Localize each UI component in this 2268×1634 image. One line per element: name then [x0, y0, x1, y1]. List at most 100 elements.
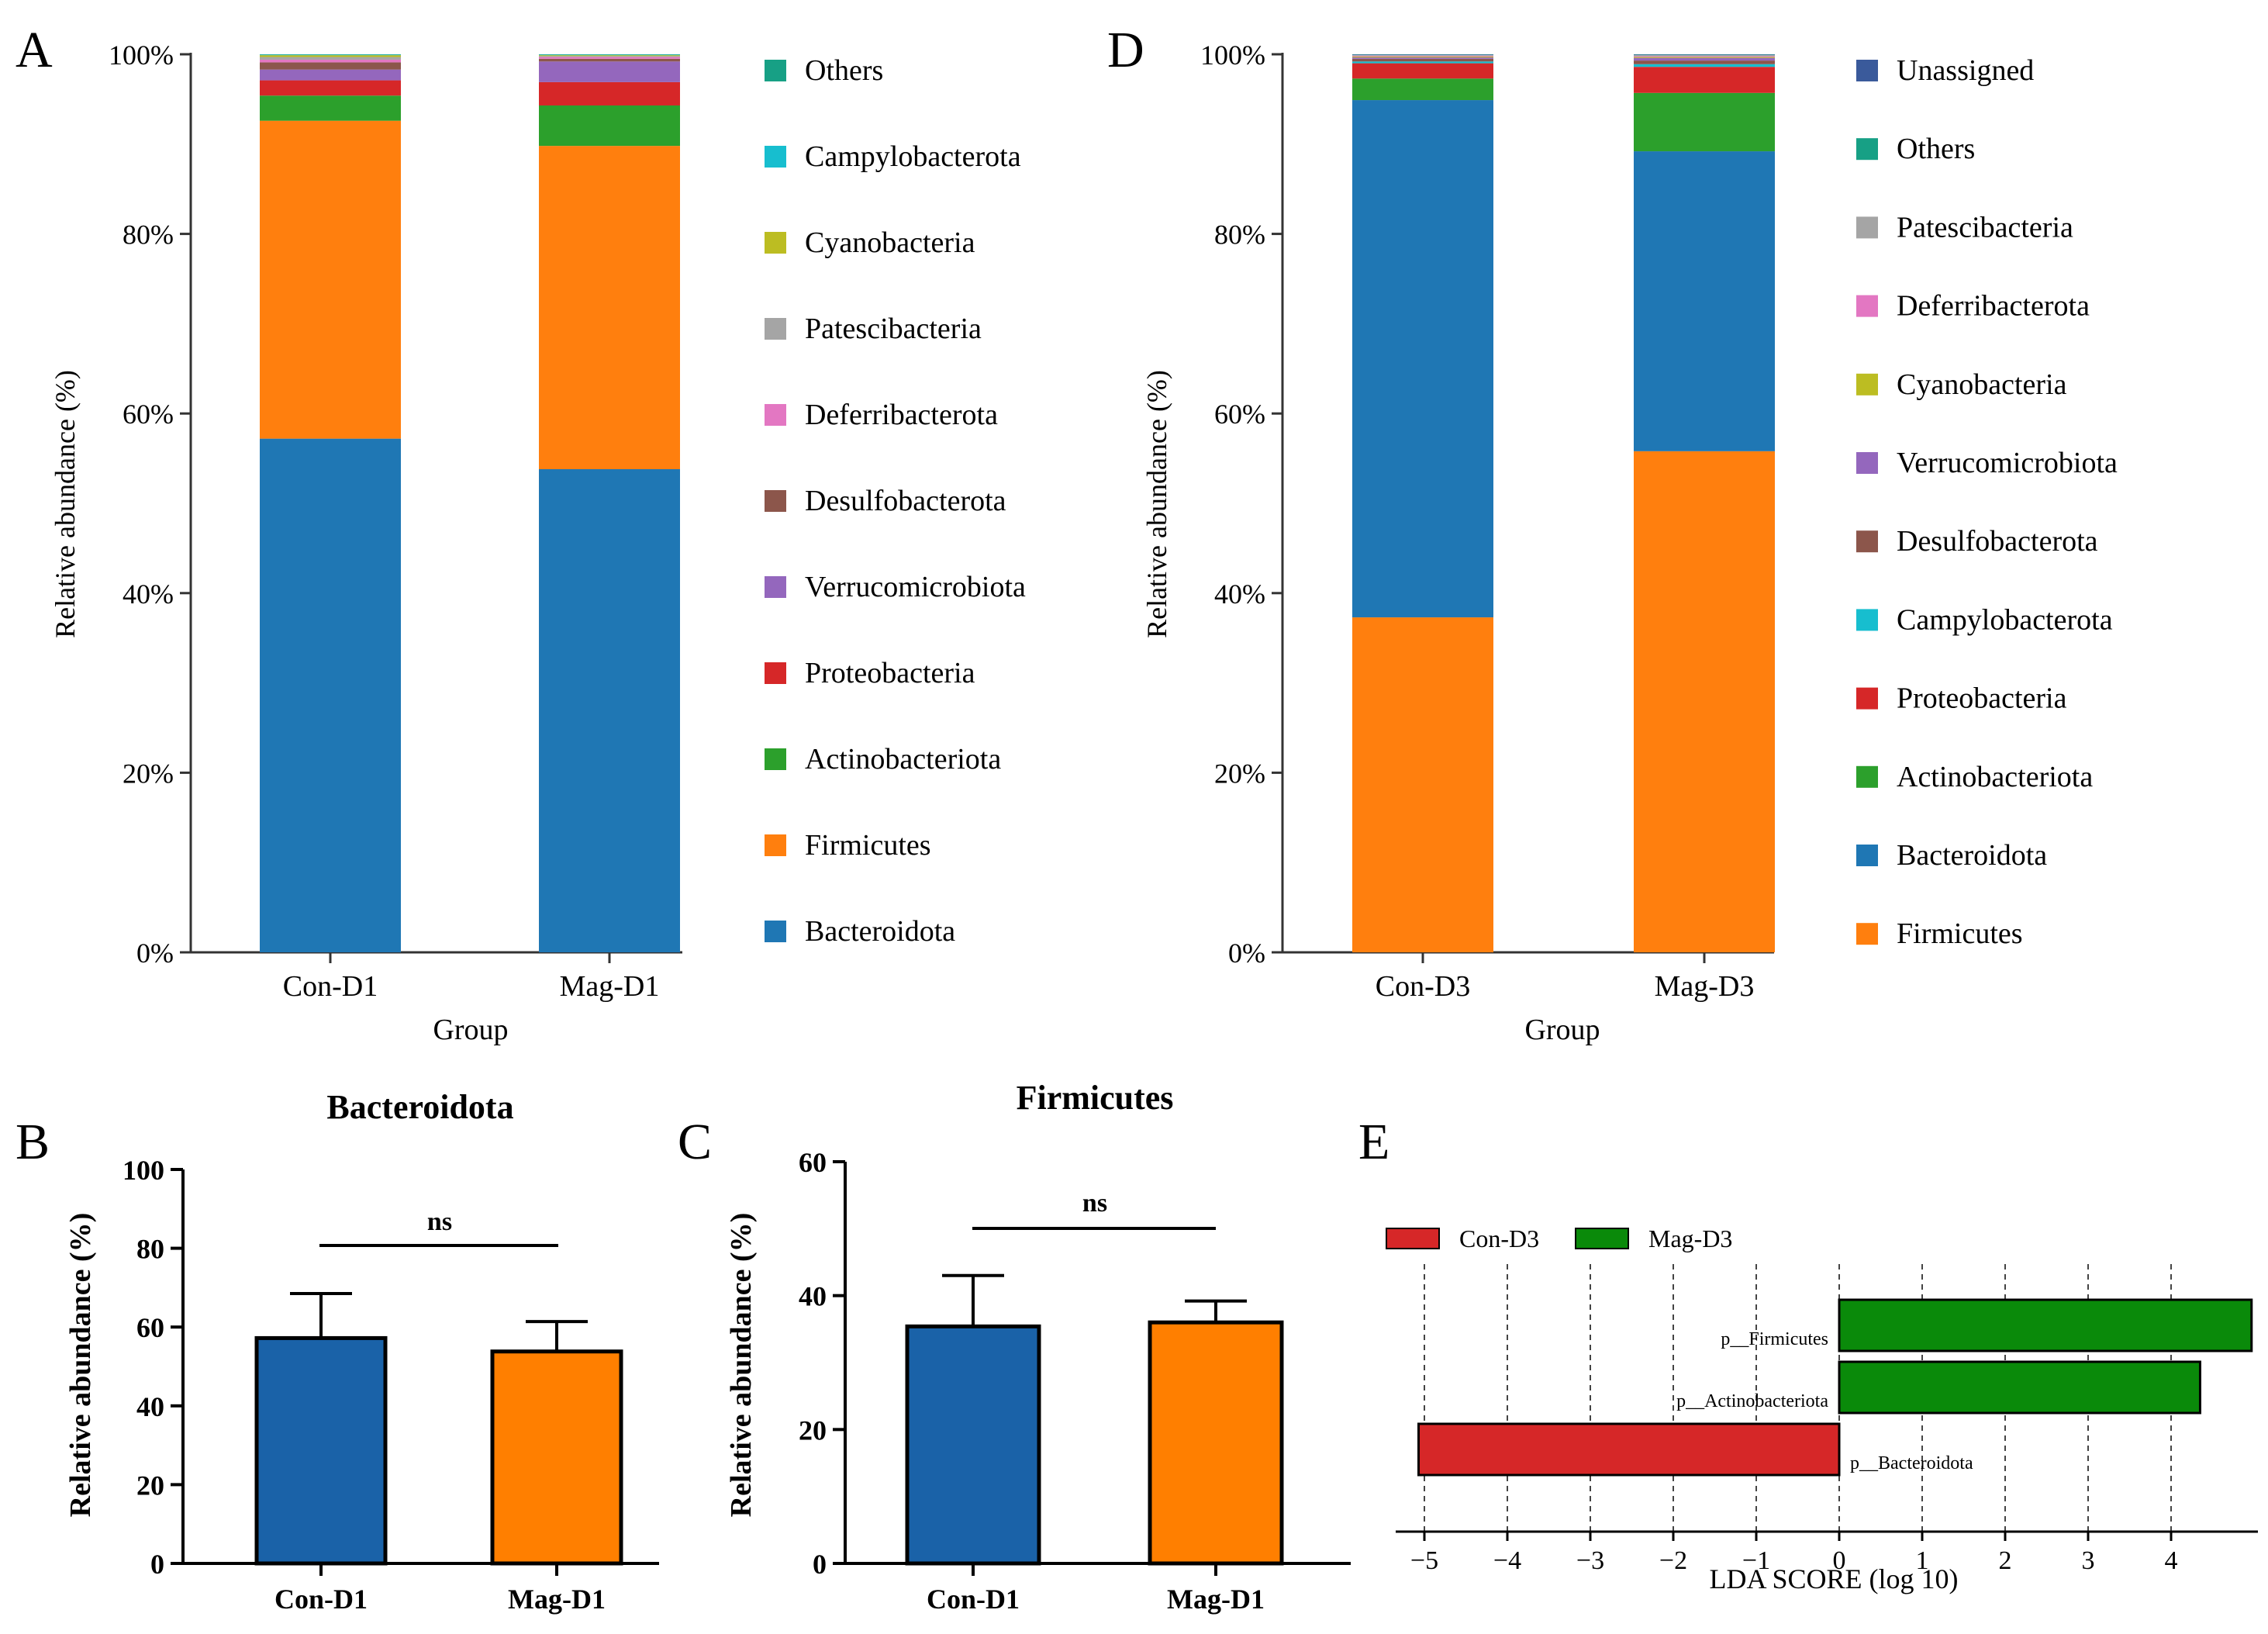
panel-e-bar-label-p-firmicutes: p__Firmicutes: [1721, 1329, 1828, 1349]
panel-d-legend-label-bacteroidota: Bacteroidota: [1897, 839, 2047, 872]
panel-d-bar-con-d3-unassigned: [1352, 54, 1493, 55]
panel-c-y-tick-label: 60: [799, 1147, 827, 1178]
panel-a-x-tick-label: Con-D1: [283, 970, 378, 1003]
panel-d-bar-con-d3-firmicutes: [1352, 617, 1493, 952]
panel-b-y-axis-label: Relative abundance (%): [64, 1213, 97, 1518]
panel-d-bar-con-d3-others: [1352, 54, 1493, 56]
panel-d-x-tick-label: Con-D3: [1376, 970, 1470, 1003]
panel-letter-a: A: [16, 22, 53, 78]
panel-a-legend-swatch-patescibacteria: [765, 318, 786, 340]
panel-c-bar-chart: Firmicutes Relative abundance (%) ns 0 20…: [725, 1079, 1351, 1615]
panel-a-bar-mag-d1-verrucomicrobiota: [539, 61, 680, 82]
panel-d-legend-swatch-desulfobacterota: [1856, 530, 1878, 553]
panel-d-bar-con-d3-actinobacteriota: [1352, 78, 1493, 101]
panel-a-y-tick-label: 100%: [109, 40, 174, 71]
panel-a-bar-con-d1-campylobacterota: [260, 54, 401, 56]
panel-a-legend-label-proteobacteria: Proteobacteria: [805, 657, 975, 689]
panel-d-bar-mag-d3-campylobacterota: [1634, 64, 1775, 67]
panel-a-bar-con-d1-deferribacterota: [260, 59, 401, 63]
panel-d-bar-con-d3-patescibacteria: [1352, 55, 1493, 56]
panel-a-legend-label-firmicutes: Firmicutes: [805, 829, 931, 862]
panel-a-bar-con-d1-verrucomicrobiota: [260, 69, 401, 81]
panel-e-x-axis-label: LDA SCORE (log 10): [1709, 1563, 1958, 1594]
panel-e-x-tick-label: 4: [2165, 1546, 2178, 1575]
panel-a-bar-con-d1-others: [260, 54, 401, 55]
panel-a-legend-swatch-campylobacterota: [765, 146, 786, 168]
panel-a-legend-swatch-verrucomicrobiota: [765, 576, 786, 598]
panel-d-bar-mag-d3-actinobacteriota: [1634, 92, 1775, 152]
panel-a-legend-label-actinobacteriota: Actinobacteriota: [805, 743, 1001, 776]
panel-d-legend-label-deferribacterota: Deferribacterota: [1897, 290, 2090, 323]
panel-a-bar-con-d1-cyanobacteria: [260, 55, 401, 57]
panel-a-legend-label-verrucomicrobiota: Verrucomicrobiota: [805, 571, 1026, 603]
panel-letter-b: B: [16, 1114, 50, 1170]
panel-d-bar-mag-d3-others: [1634, 54, 1775, 56]
panel-d-bar-mag-d3-proteobacteria: [1634, 67, 1775, 93]
panel-c-y-tick-label: 40: [799, 1281, 827, 1312]
panel-d-bar-con-d3-campylobacterota: [1352, 61, 1493, 64]
panel-a-y-tick-label: 20%: [123, 758, 174, 789]
panel-b-y-tick-label: 100: [123, 1155, 164, 1186]
panel-d-legend-label-actinobacteriota: Actinobacteriota: [1897, 761, 2093, 793]
panel-d-bar-mag-d3-patescibacteria: [1634, 55, 1775, 57]
panel-d-bar-mag-d3-bacteroidota: [1634, 151, 1775, 451]
panel-a-legend-swatch-firmicutes: [765, 834, 786, 856]
panel-b-y-tick-label: 80: [136, 1234, 164, 1265]
panel-c-x-tick-label: Mag-D1: [1167, 1584, 1265, 1615]
panel-a-legend-swatch-bacteroidota: [765, 921, 786, 942]
panel-letter-e: E: [1358, 1114, 1389, 1170]
panel-d-legend-swatch-others: [1856, 138, 1878, 161]
panel-a-bar-mag-d1-desulfobacterota: [539, 58, 680, 62]
panel-a-legend-label-deferribacterota: Deferribacterota: [805, 399, 998, 431]
panel-a-bar-mag-d1-proteobacteria: [539, 81, 680, 106]
panel-e-x-tick-label: −5: [1410, 1546, 1438, 1575]
panel-a-bar-con-d1-bacteroidota: [260, 438, 401, 952]
panel-d-y-tick-label: 100%: [1200, 40, 1265, 71]
panel-a-bar-mag-d1-others: [539, 54, 680, 55]
panel-a-legend-swatch-cyanobacteria: [765, 232, 786, 254]
panel-a-y-tick-label: 0%: [136, 938, 174, 969]
panel-a-bar-mag-d1-patescibacteria: [539, 56, 680, 57]
panel-a-x-axis-label: Group: [433, 1014, 508, 1046]
panel-a-legend-swatch-deferribacterota: [765, 404, 786, 426]
panel-e-lda-chart: LDA SCORE (log 10) Con-D3 Mag-D3 p__Firmic…: [1386, 1225, 2258, 1594]
panel-a-legend-label-patescibacteria: Patescibacteria: [805, 313, 982, 345]
panel-d-y-tick-label: 80%: [1214, 219, 1265, 250]
panel-d-legend-label-cyanobacteria: Cyanobacteria: [1897, 368, 2067, 401]
panel-d-legend-label-desulfobacterota: Desulfobacterota: [1897, 525, 2098, 558]
panel-d-legend-label-others: Others: [1897, 133, 1975, 165]
panel-a-bar-mag-d1-deferribacterota: [539, 57, 680, 59]
panel-a-stacked-bar-chart: Relative abundance (%) Group 0% 20% 40% 60%…: [50, 40, 1026, 1046]
panel-b-y-tick-label: 40: [136, 1391, 164, 1422]
panel-b-y-tick-label: 0: [150, 1549, 164, 1580]
panel-e-x-tick-label: −1: [1742, 1546, 1770, 1575]
panel-a-legend-label-bacteroidota: Bacteroidota: [805, 915, 955, 948]
panel-a-bar-con-d1-actinobacteriota: [260, 95, 401, 121]
panel-a-bar-con-d1-firmicutes: [260, 120, 401, 439]
panel-d-bar-con-d3-desulfobacterota: [1352, 58, 1493, 62]
panel-d-y-tick-label: 60%: [1214, 399, 1265, 430]
panel-d-bar-con-d3-deferribacterota: [1352, 55, 1493, 57]
panel-a-bar-con-d1-patescibacteria: [260, 57, 401, 60]
panel-a-y-axis-label: Relative abundance (%): [50, 370, 81, 638]
panel-b-bar-con-d1: [254, 1335, 388, 1566]
panel-d-legend-label-campylobacterota: Campylobacterota: [1897, 603, 2113, 636]
panel-b-significance: ns: [427, 1207, 452, 1236]
panel-letter-d: D: [1107, 22, 1144, 78]
panel-d-legend-swatch-proteobacteria: [1856, 687, 1878, 710]
panel-d-bar-con-d3-proteobacteria: [1352, 63, 1493, 79]
panel-c-significance: ns: [1082, 1189, 1107, 1218]
panel-e-legend-swatch-mag-d3: [1575, 1228, 1629, 1249]
panel-d-bar-mag-d3-firmicutes: [1634, 451, 1775, 952]
panel-b-title: Bacteroidota: [326, 1088, 513, 1126]
panel-e-legend-swatch-con-d3: [1386, 1228, 1440, 1249]
panel-c-y-tick-label: 20: [799, 1415, 827, 1446]
panel-a-legend-label-campylobacterota: Campylobacterota: [805, 140, 1021, 173]
panel-a-y-tick-label: 80%: [123, 219, 174, 250]
panel-a-x-tick-label: Mag-D1: [560, 970, 660, 1003]
panel-d-y-tick-label: 40%: [1214, 579, 1265, 610]
panel-a-legend-label-cyanobacteria: Cyanobacteria: [805, 226, 975, 259]
panel-c-bar-con-d1: [905, 1324, 1041, 1566]
panel-d-legend-swatch-actinobacteriota: [1856, 765, 1878, 788]
